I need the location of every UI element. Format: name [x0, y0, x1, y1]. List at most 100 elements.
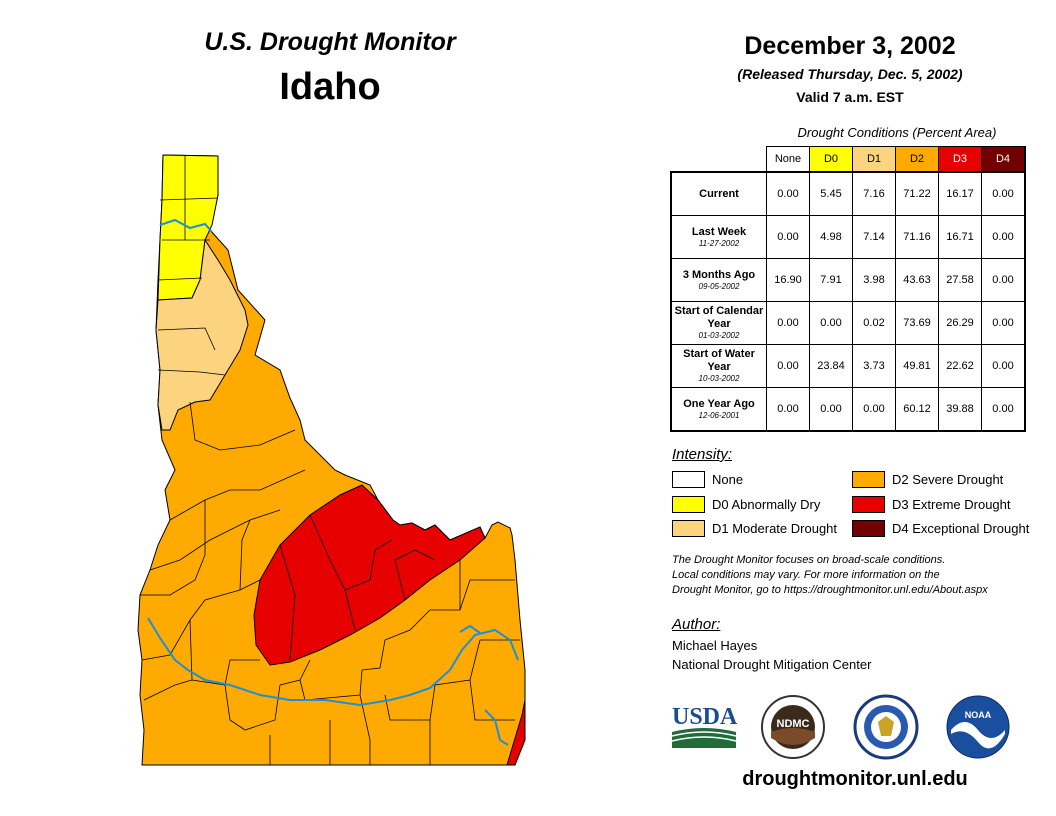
col-header-none: None	[766, 146, 810, 173]
table-cell: 0.00	[809, 301, 853, 345]
table-cell: 49.81	[895, 344, 939, 388]
ndmc-logo: NDMC	[761, 695, 825, 759]
note-line: Drought Monitor, go to https://droughtmo…	[672, 584, 988, 596]
commerce-seal-icon	[853, 694, 919, 760]
row-label: 3 Months Ago 09-05-2002	[670, 258, 767, 302]
legend-label: D3 Extreme Drought	[892, 497, 1011, 512]
table-cell: 39.88	[938, 387, 982, 432]
legend-label: None	[712, 472, 744, 487]
row-label: Start of Water Year 10-03-2002	[670, 344, 767, 388]
table-cell: 0.00	[981, 387, 1026, 432]
valid-time: Valid 7 a.m. EST	[796, 89, 904, 105]
table-row: Start of Calendar Year 01-03-2002 0.00 0.…	[670, 301, 1026, 345]
legend-label: D4 Exceptional Drought	[892, 521, 1030, 536]
table-cell: 0.00	[981, 301, 1026, 345]
table-cell: 26.29	[938, 301, 982, 345]
monitor-title: U.S. Drought Monitor	[204, 28, 456, 56]
table-cell: 0.00	[981, 258, 1026, 302]
legend-item-none: None	[672, 471, 743, 488]
table-cell: 7.91	[809, 258, 853, 302]
svg-text:NOAA: NOAA	[965, 710, 992, 720]
table-cell: 0.00	[852, 387, 896, 432]
usda-logo: USDA	[671, 704, 738, 748]
website-url[interactable]: droughtmonitor.unl.edu	[742, 768, 968, 790]
drought-monitor-note: The Drought Monitor focuses on broad-sca…	[672, 553, 1052, 598]
legend-heading: Intensity:	[672, 446, 733, 463]
table-cell: 16.90	[766, 258, 810, 302]
legend-swatch	[852, 520, 885, 537]
table-cell: 4.98	[809, 215, 853, 259]
table-cell: 0.00	[981, 171, 1026, 216]
table-cell: 0.00	[766, 215, 810, 259]
state-title: Idaho	[279, 66, 381, 108]
legend-label: D0 Abnormally Dry	[712, 497, 821, 512]
noaa-logo: NOAA	[946, 695, 1010, 759]
svg-text:NDMC: NDMC	[777, 718, 810, 730]
table-cell: 23.84	[809, 344, 853, 388]
row-label: Last Week 11-27-2002	[670, 215, 767, 259]
legend-item-d0: D0 Abnormally Dry	[672, 496, 820, 513]
table-cell: 71.22	[895, 171, 939, 216]
legend-swatch	[852, 496, 885, 513]
col-header-d4: D4	[981, 146, 1026, 173]
table-cell: 16.71	[938, 215, 982, 259]
col-header-d0: D0	[809, 146, 853, 173]
table-row: Start of Water Year 10-03-2002 0.00 23.84…	[670, 344, 1026, 388]
row-label: One Year Ago 12-06-2001	[670, 387, 767, 432]
drought-conditions-table: None D0 D1 D2 D3 D4 Current 0.00 5.45 7.…	[670, 146, 1026, 432]
table-cell: 5.45	[809, 171, 853, 216]
author-name: Michael Hayes	[672, 638, 758, 653]
table-cell: 0.00	[766, 344, 810, 388]
col-header-d2: D2	[895, 146, 939, 173]
table-row: One Year Ago 12-06-2001 0.00 0.00 0.00 60…	[670, 387, 1026, 432]
rivers	[147, 218, 519, 746]
legend-item-d4: D4 Exceptional Drought	[852, 520, 1029, 537]
legend-item-d1: D1 Moderate Drought	[672, 520, 837, 537]
legend-item-d3: D3 Extreme Drought	[852, 496, 1011, 513]
table-cell: 27.58	[938, 258, 982, 302]
note-line: Local conditions may vary. For more info…	[672, 569, 940, 581]
legend-label: D2 Severe Drought	[892, 472, 1004, 487]
legend-swatch	[672, 496, 705, 513]
table-corner	[671, 147, 767, 173]
row-label: Current	[670, 171, 767, 216]
legend-label: D1 Moderate Drought	[712, 521, 838, 536]
col-header-d3: D3	[938, 146, 982, 173]
note-line: The Drought Monitor focuses on broad-sca…	[672, 554, 946, 566]
idaho-drought-map	[137, 154, 526, 766]
author-organization: National Drought Mitigation Center	[672, 657, 872, 672]
legend-swatch	[852, 471, 885, 488]
col-header-d1: D1	[852, 146, 896, 173]
table-cell: 0.00	[766, 171, 810, 216]
table-cell: 60.12	[895, 387, 939, 432]
table-cell: 16.17	[938, 171, 982, 216]
legend-item-d2: D2 Severe Drought	[852, 471, 1003, 488]
table-cell: 3.73	[852, 344, 896, 388]
table-cell: 0.02	[852, 301, 896, 345]
table-cell: 73.69	[895, 301, 939, 345]
table-caption: Drought Conditions (Percent Area)	[797, 125, 997, 140]
legend-swatch	[672, 471, 705, 488]
table-cell: 0.00	[766, 301, 810, 345]
table-row: Last Week 11-27-2002 0.00 4.98 7.14 71.16…	[670, 215, 1026, 259]
legend-swatch	[672, 520, 705, 537]
row-label: Start of Calendar Year 01-03-2002	[670, 301, 767, 345]
table-cell: 22.62	[938, 344, 982, 388]
map-date: December 3, 2002	[744, 32, 956, 60]
author-heading: Author:	[672, 616, 721, 633]
table-cell: 43.63	[895, 258, 939, 302]
table-cell: 71.16	[895, 215, 939, 259]
table-row: 3 Months Ago 09-05-2002 16.90 7.91 3.98 4…	[670, 258, 1026, 302]
table-cell: 3.98	[852, 258, 896, 302]
region-d3	[253, 484, 486, 666]
table-cell: 0.00	[766, 387, 810, 432]
table-cell: 0.00	[981, 215, 1026, 259]
table-cell: 7.16	[852, 171, 896, 216]
table-header-row: None D0 D1 D2 D3 D4	[671, 146, 1026, 173]
svg-text:USDA: USDA	[672, 704, 738, 730]
table-cell: 7.14	[852, 215, 896, 259]
table-row: Current 0.00 5.45 7.16 71.22 16.17 0.00	[670, 171, 1026, 216]
table-cell: 0.00	[809, 387, 853, 432]
table-cell: 0.00	[981, 344, 1026, 388]
release-date: (Released Thursday, Dec. 5, 2002)	[737, 66, 963, 82]
